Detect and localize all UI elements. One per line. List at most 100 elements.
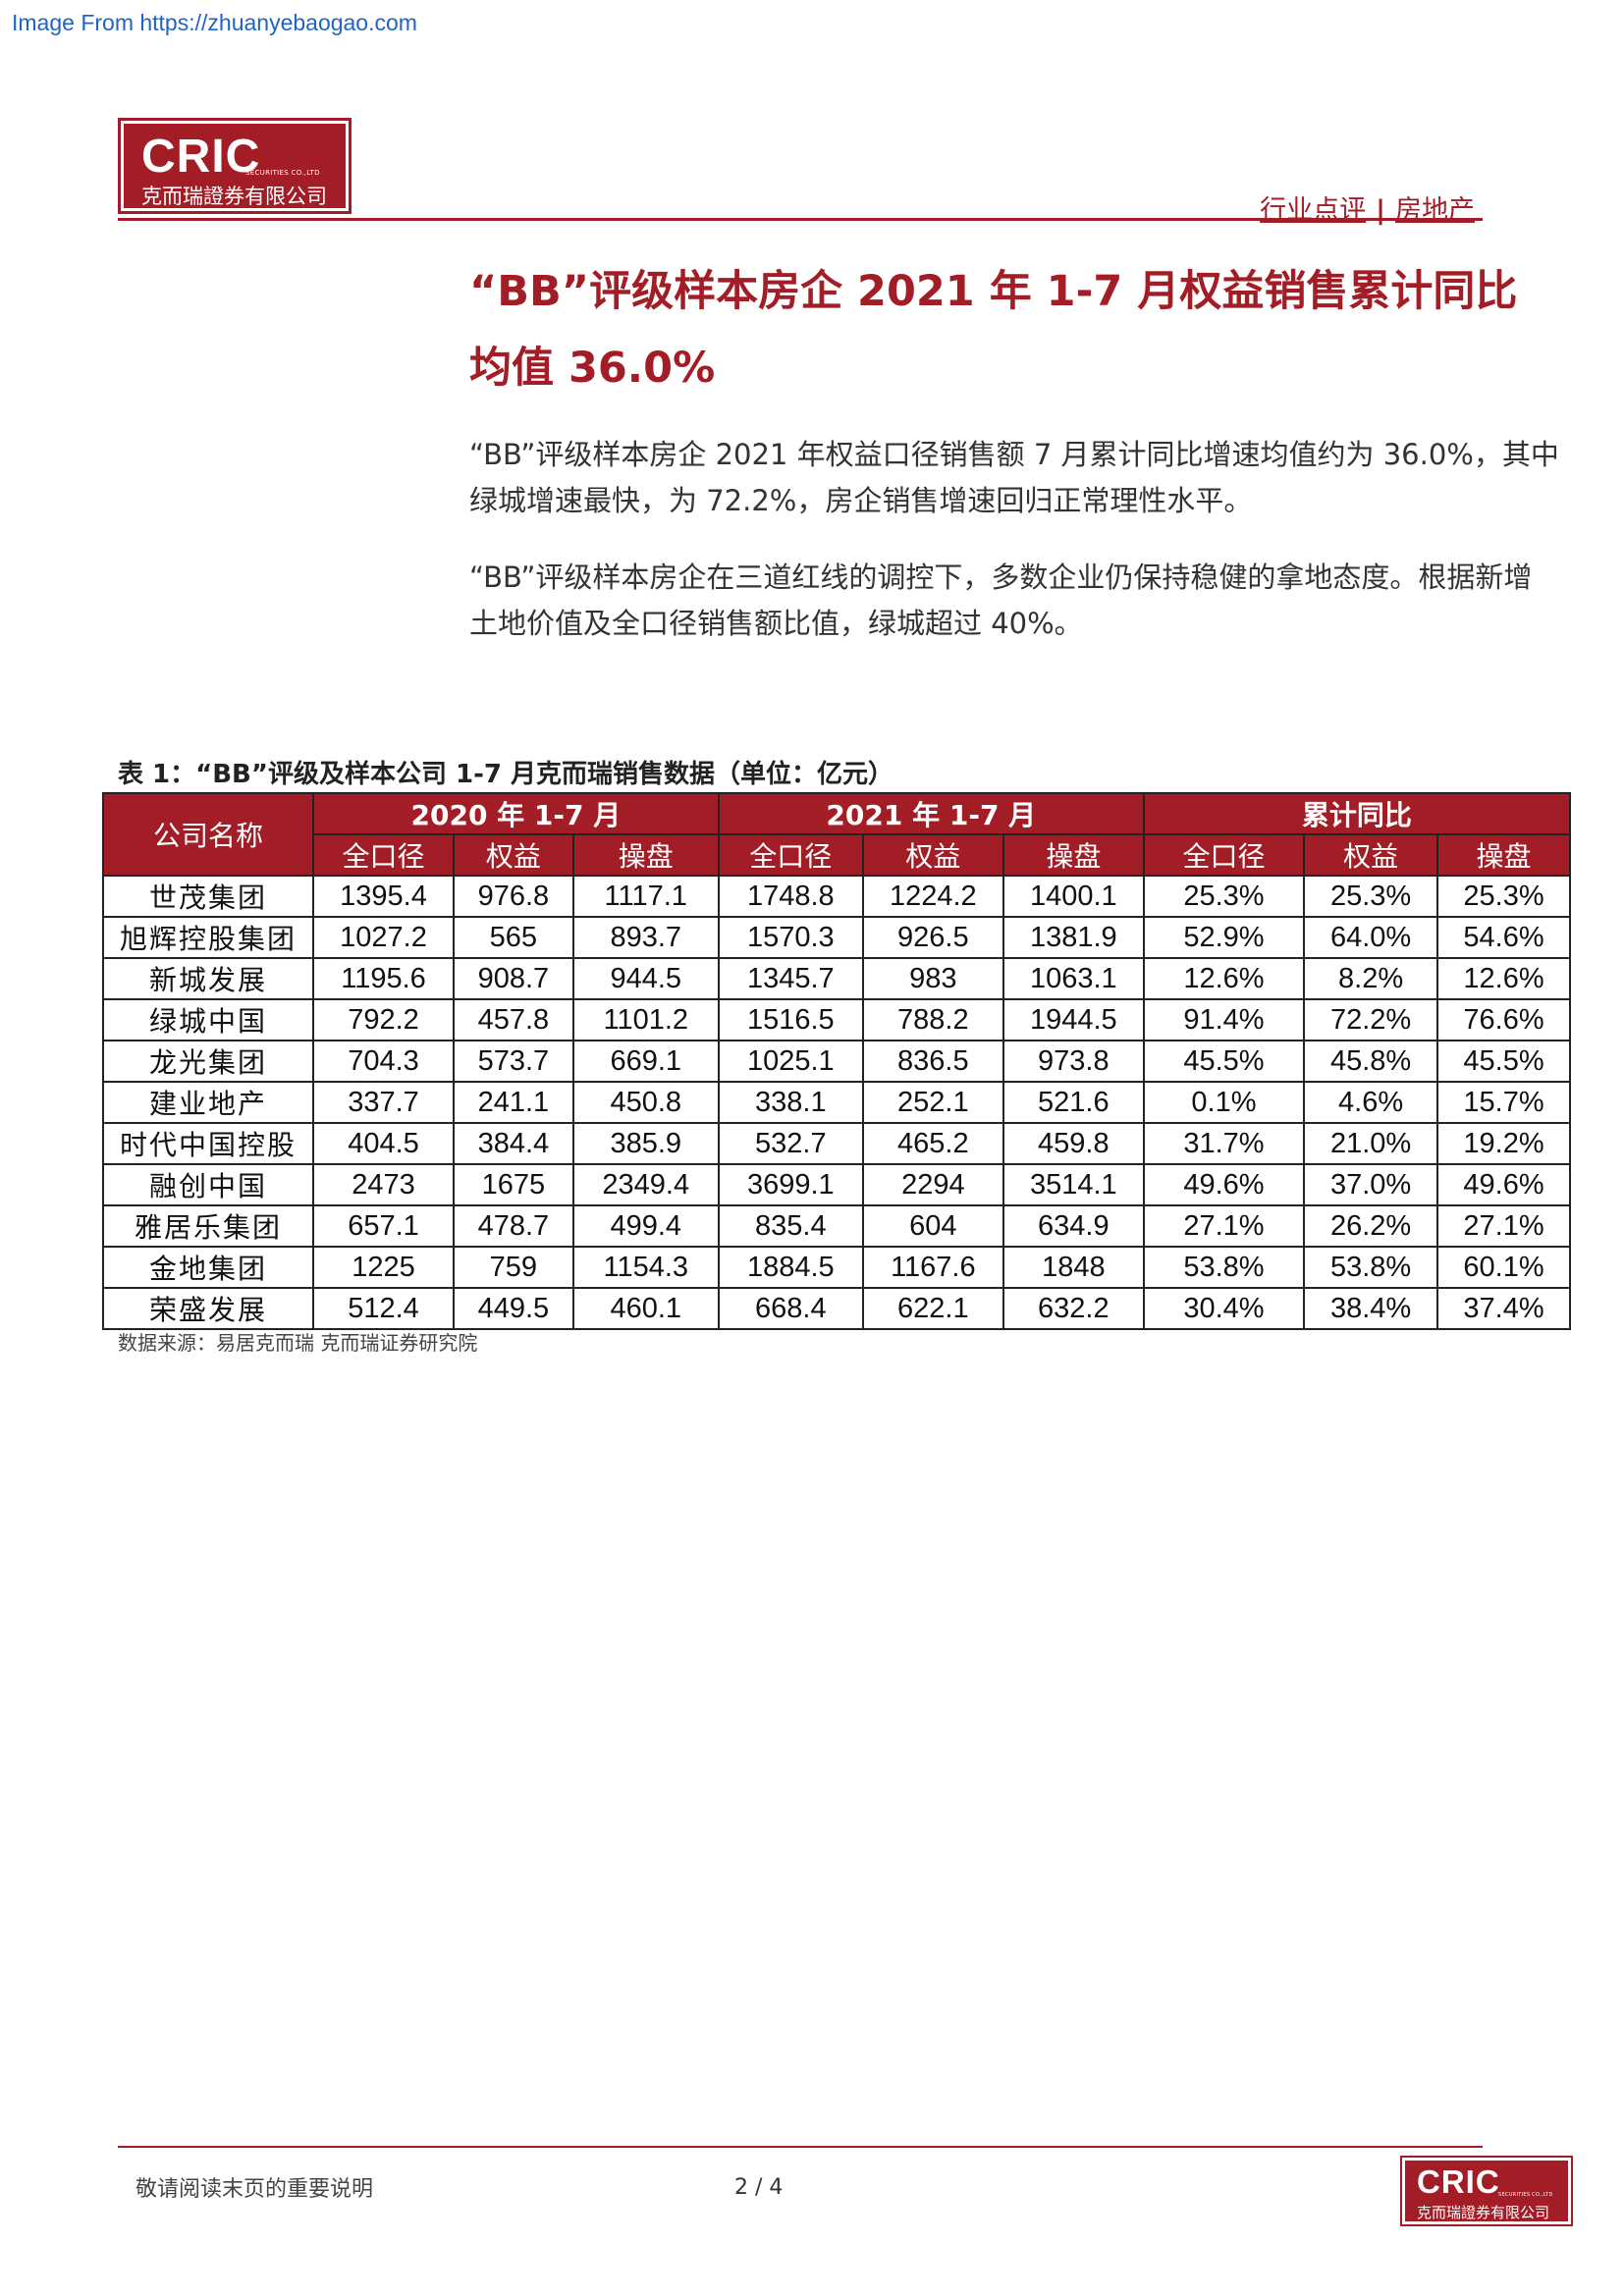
sub-header: 操盘: [1436, 833, 1571, 877]
table-value-cell: 669.1: [571, 1040, 720, 1083]
disclaimer-note: 敬请阅读末页的重要说明: [135, 2177, 374, 2202]
logo-cn-text: 克而瑞證券有限公司: [141, 185, 327, 208]
table-value-cell: 1025.1: [717, 1040, 864, 1083]
table-value-cell: 1195.6: [312, 957, 455, 1000]
table-value-cell: 37.0%: [1303, 1163, 1439, 1206]
table-row: 旭辉控股集团 1027.2 565 893.7 1570.3 926.5 1381.9 52.…: [102, 916, 1571, 959]
table-value-cell: 573.7: [453, 1040, 574, 1083]
table-value-cell: 337.7: [312, 1081, 455, 1124]
page-number: 2 / 4: [734, 2175, 784, 2200]
table-value-cell: 8.2%: [1303, 957, 1439, 1000]
company-name-header: 公司名称: [102, 792, 314, 877]
table-value-cell: 404.5: [312, 1122, 455, 1165]
table-value-cell: 478.7: [453, 1204, 574, 1248]
table-value-cell: 25.3%: [1142, 875, 1306, 918]
table-value-cell: 1570.3: [717, 916, 864, 959]
company-name-cell: 融创中国: [102, 1163, 314, 1206]
sub-header: 全口径: [717, 833, 864, 877]
table-row: 龙光集团 704.3 573.7 669.1 1025.1 836.5 973.8 45.5%…: [102, 1040, 1571, 1083]
sub-header: 权益: [1303, 833, 1439, 877]
header-divider: [118, 218, 1483, 221]
table-value-cell: 1884.5: [717, 1246, 864, 1289]
table-value-cell: 512.4: [312, 1287, 455, 1330]
company-name-cell: 金地集团: [102, 1246, 314, 1289]
table-value-cell: 19.2%: [1436, 1122, 1571, 1165]
table-value-cell: 3699.1: [717, 1163, 864, 1206]
table-value-cell: 64.0%: [1303, 916, 1439, 959]
table-value-cell: 252.1: [861, 1081, 1004, 1124]
table-value-cell: 2349.4: [571, 1163, 720, 1206]
cric-logo: CRIC SECURITIES CO.,LTD 克而瑞證券有限公司: [118, 118, 352, 214]
table-value-cell: 1848: [1001, 1246, 1145, 1289]
table-value-cell: 27.1%: [1142, 1204, 1306, 1248]
table-row: 时代中国控股 404.5 384.4 385.9 532.7 465.2 459.8 31.7…: [102, 1122, 1571, 1165]
table-value-cell: 54.6%: [1436, 916, 1571, 959]
body-paragraph-1: “BB”评级样本房企 2021 年权益口径销售额 7 月累计同比增速均值约为 3…: [469, 438, 1559, 517]
table-value-cell: 944.5: [571, 957, 720, 1000]
company-name-cell: 荣盛发展: [102, 1287, 314, 1330]
table-value-cell: 976.8: [453, 875, 574, 918]
table-value-cell: 12.6%: [1142, 957, 1306, 1000]
table-value-cell: 53.8%: [1303, 1246, 1439, 1289]
table-value-cell: 91.4%: [1142, 998, 1306, 1041]
table-value-cell: 38.4%: [1303, 1287, 1439, 1330]
table-value-cell: 30.4%: [1142, 1287, 1306, 1330]
table-value-cell: 792.2: [312, 998, 455, 1041]
table-value-cell: 27.1%: [1436, 1204, 1571, 1248]
sub-header: 操盘: [1001, 833, 1145, 877]
category-separator: |: [1376, 195, 1385, 226]
table-value-cell: 45.5%: [1142, 1040, 1306, 1083]
table-value-cell: 45.8%: [1303, 1040, 1439, 1083]
logo-cn-text: 克而瑞證券有限公司: [1417, 2204, 1550, 2221]
table-value-cell: 1154.3: [571, 1246, 720, 1289]
table-value-cell: 973.8: [1001, 1040, 1145, 1083]
table-row: 荣盛发展 512.4 449.5 460.1 668.4 622.1 632.2 30.4% 3…: [102, 1287, 1571, 1330]
table-sub-header-row: 全口径 权益 操盘 全口径 权益 操盘 全口径 权益 操盘: [103, 833, 1571, 877]
table-value-cell: 1027.2: [312, 916, 455, 959]
table-value-cell: 4.6%: [1303, 1081, 1439, 1124]
table-row: 雅居乐集团 657.1 478.7 499.4 835.4 604 634.9 27.1% 26…: [102, 1204, 1571, 1248]
table-value-cell: 53.8%: [1142, 1246, 1306, 1289]
table-value-cell: 465.2: [861, 1122, 1004, 1165]
table-value-cell: 2473: [312, 1163, 455, 1206]
table-value-cell: 622.1: [861, 1287, 1004, 1330]
table-value-cell: 72.2%: [1303, 998, 1439, 1041]
table-value-cell: 1381.9: [1001, 916, 1145, 959]
table-value-cell: 1675: [453, 1163, 574, 1206]
sub-header: 全口径: [1142, 833, 1306, 877]
logo-main-text: CRIC: [1417, 2163, 1500, 2200]
table-value-cell: 76.6%: [1436, 998, 1571, 1041]
table-row: 建业地产 337.7 241.1 450.8 338.1 252.1 521.6 0.1% 4.…: [102, 1081, 1571, 1124]
table-group-header-row: 公司名称 2020 年 1-7 月 2021 年 1-7 月 累计同比: [102, 792, 1572, 877]
page-title: “BB”评级样本房企 2021 年 1-7 月权益销售累计同比均值 36.0%: [469, 267, 1518, 393]
table-value-cell: 604: [861, 1204, 1004, 1248]
sub-header: 权益: [861, 833, 1004, 877]
table-value-cell: 45.5%: [1436, 1040, 1571, 1083]
table-value-cell: 704.3: [312, 1040, 455, 1083]
table-value-cell: 0.1%: [1142, 1081, 1306, 1124]
table-value-cell: 449.5: [453, 1287, 574, 1330]
group-header-yoy: 累计同比: [1142, 792, 1572, 835]
table-value-cell: 1395.4: [312, 875, 455, 918]
table-value-cell: 1063.1: [1001, 957, 1145, 1000]
table-value-cell: 25.3%: [1436, 875, 1571, 918]
table-value-cell: 983: [861, 957, 1004, 1000]
table-value-cell: 12.6%: [1436, 957, 1571, 1000]
company-name-cell: 建业地产: [102, 1081, 314, 1124]
logo-sub-text: SECURITIES CO.,LTD: [1498, 2192, 1553, 2198]
table-value-cell: 457.8: [453, 998, 574, 1041]
logo-sub-text: SECURITIES CO.,LTD: [245, 169, 320, 177]
report-category-tag: 行业点评 | 房地产: [1260, 188, 1475, 227]
category-label: 行业点评: [1260, 195, 1367, 226]
table-value-cell: 926.5: [861, 916, 1004, 959]
table-value-cell: 499.4: [571, 1204, 720, 1248]
table-value-cell: 60.1%: [1436, 1246, 1571, 1289]
table-value-cell: 634.9: [1001, 1204, 1145, 1248]
table-row: 绿城中国 792.2 457.8 1101.2 1516.5 788.2 1944.5 91.…: [102, 998, 1571, 1041]
table-value-cell: 31.7%: [1142, 1122, 1306, 1165]
table-value-cell: 338.1: [717, 1081, 864, 1124]
company-name-cell: 世茂集团: [102, 875, 314, 918]
table-value-cell: 385.9: [571, 1122, 720, 1165]
table-row: 融创中国 2473 1675 2349.4 3699.1 2294 3514.1 49.6% 3…: [102, 1163, 1571, 1206]
table-value-cell: 1400.1: [1001, 875, 1145, 918]
